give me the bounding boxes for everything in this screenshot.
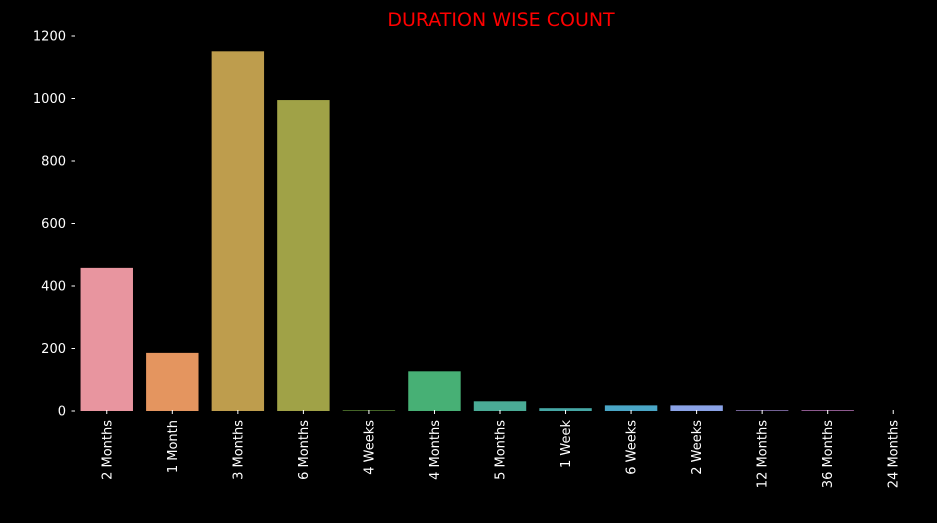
x-tick-label: 12 Months [756, 420, 771, 488]
x-tick-label: 1 Week [559, 420, 574, 468]
bar-5-months [473, 401, 527, 411]
x-tick-label: 6 Months [297, 420, 312, 480]
bar-3-months [211, 51, 265, 411]
y-tick-label: 200 [41, 342, 66, 357]
x-tick-label: 4 Weeks [362, 420, 377, 475]
bar-6-months [277, 100, 330, 411]
x-tick-label: 6 Weeks [625, 420, 640, 475]
bar-1-month [146, 352, 199, 411]
x-tick-label: 2 Months [100, 420, 115, 480]
bar-4-months [408, 371, 461, 411]
x-tick-label: 1 Month [166, 420, 181, 473]
y-tick-label: 1200 [33, 30, 66, 45]
x-tick-label: 36 Months [821, 420, 836, 488]
y-tick-label: 600 [41, 217, 66, 232]
y-tick-label: 800 [41, 155, 66, 170]
bar-6-weeks [604, 405, 658, 411]
y-axis: 0 200 400 600 800 1000 1200 [33, 30, 75, 420]
x-tick-label: 4 Months [428, 420, 443, 480]
x-tick-label: 2 Weeks [690, 420, 705, 475]
chart-title: DURATION WISE COUNT [387, 9, 615, 31]
x-axis: 2 Months 1 Month 3 Months 6 Months 4 Weeks 4 … [100, 410, 902, 488]
x-tick-label: 3 Months [231, 420, 246, 480]
y-tick-label: 1000 [33, 92, 66, 107]
bar-2-months [80, 267, 133, 411]
x-tick-label: 5 Months [494, 420, 509, 480]
y-tick-label: 0 [58, 405, 66, 420]
x-tick-label: 24 Months [887, 420, 902, 488]
bar-2-weeks [670, 405, 723, 411]
y-tick-label: 400 [41, 280, 66, 295]
bars [80, 51, 854, 411]
bar-1-week [539, 408, 592, 411]
